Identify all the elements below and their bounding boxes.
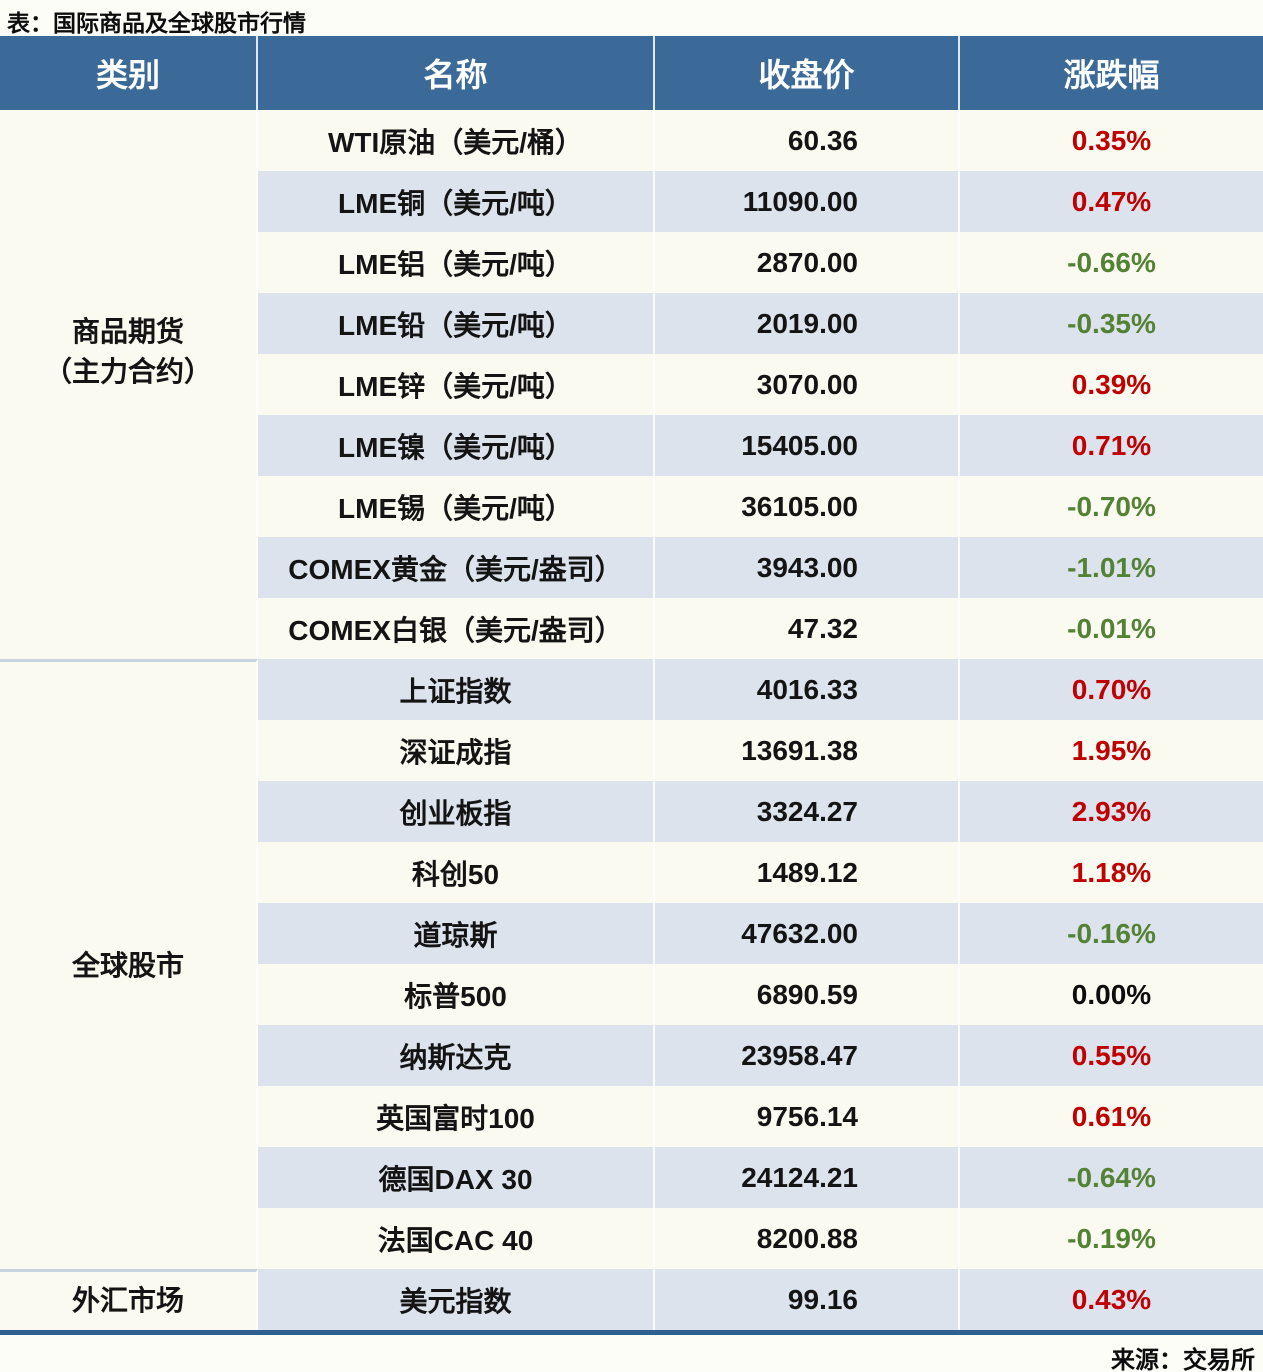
market-table: 类别 名称 收盘价 涨跌幅 商品期货 （主力合约） WTI原油（美元/桶） 60…: [0, 36, 1263, 1335]
close-cell: 47632.00: [655, 903, 960, 964]
name-cell: LME铜（美元/吨）: [258, 171, 655, 232]
col-header-change: 涨跌幅: [960, 36, 1263, 110]
name-cell: LME锡（美元/吨）: [258, 476, 655, 537]
change-cell: 0.71%: [960, 415, 1263, 476]
category-label: 外汇市场: [71, 1285, 184, 1316]
close-cell: 99.16: [655, 1269, 960, 1330]
name-cell: 深证成指: [258, 720, 655, 781]
close-cell: 6890.59: [655, 964, 960, 1025]
close-cell: 3943.00: [655, 537, 960, 598]
name-cell: WTI原油（美元/桶）: [258, 110, 655, 171]
change-cell: 0.43%: [960, 1269, 1263, 1330]
close-cell: 9756.14: [655, 1086, 960, 1147]
change-cell: 1.95%: [960, 720, 1263, 781]
change-cell: 0.00%: [960, 964, 1263, 1025]
change-cell: -1.01%: [960, 537, 1263, 598]
category-cell-commodities: 商品期货 （主力合约）: [0, 110, 258, 659]
change-cell: -0.70%: [960, 476, 1263, 537]
name-cell: LME铝（美元/吨）: [258, 232, 655, 293]
category-cell-stocks: 全球股市: [0, 659, 258, 1269]
category-cell-forex: 外汇市场: [0, 1269, 258, 1330]
name-cell: 法国CAC 40: [258, 1208, 655, 1269]
name-cell: COMEX黄金（美元/盎司）: [258, 537, 655, 598]
change-cell: 1.18%: [960, 842, 1263, 903]
close-cell: 3324.27: [655, 781, 960, 842]
change-cell: 0.35%: [960, 110, 1263, 171]
change-cell: 0.70%: [960, 659, 1263, 720]
change-cell: 0.47%: [960, 171, 1263, 232]
page-title: 表：国际商品及全球股市行情: [7, 10, 306, 36]
name-cell: LME锌（美元/吨）: [258, 354, 655, 415]
name-cell: COMEX白银（美元/盎司）: [258, 598, 655, 659]
change-cell: -0.01%: [960, 598, 1263, 659]
name-cell: 德国DAX 30: [258, 1147, 655, 1208]
close-cell: 23958.47: [655, 1025, 960, 1086]
name-cell: 英国富时100: [258, 1086, 655, 1147]
col-header-category: 类别: [0, 36, 258, 110]
name-cell: 创业板指: [258, 781, 655, 842]
name-cell: LME铅（美元/吨）: [258, 293, 655, 354]
close-cell: 13691.38: [655, 720, 960, 781]
name-cell: 标普500: [258, 964, 655, 1025]
name-cell: 纳斯达克: [258, 1025, 655, 1086]
change-cell: 0.55%: [960, 1025, 1263, 1086]
category-label: （主力合约）: [43, 355, 212, 387]
close-cell: 36105.00: [655, 476, 960, 537]
close-cell: 4016.33: [655, 659, 960, 720]
close-cell: 24124.21: [655, 1147, 960, 1208]
close-cell: 11090.00: [655, 171, 960, 232]
change-cell: -0.64%: [960, 1147, 1263, 1208]
change-cell: -0.66%: [960, 232, 1263, 293]
close-cell: 2019.00: [655, 293, 960, 354]
col-header-name: 名称: [258, 36, 655, 110]
close-cell: 15405.00: [655, 415, 960, 476]
change-cell: 0.39%: [960, 354, 1263, 415]
close-cell: 8200.88: [655, 1208, 960, 1269]
change-cell: -0.35%: [960, 293, 1263, 354]
name-cell: 道琼斯: [258, 903, 655, 964]
category-label: 商品期货: [71, 315, 184, 347]
change-cell: 0.61%: [960, 1086, 1263, 1147]
close-cell: 60.36: [655, 110, 960, 171]
change-cell: -0.16%: [960, 903, 1263, 964]
name-cell: 美元指数: [258, 1269, 655, 1330]
close-cell: 3070.00: [655, 354, 960, 415]
source-note: 来源：交易所: [1111, 1347, 1255, 1372]
category-label: 全球股市: [71, 949, 184, 981]
name-cell: 科创50: [258, 842, 655, 903]
name-cell: LME镍（美元/吨）: [258, 415, 655, 476]
change-cell: 2.93%: [960, 781, 1263, 842]
close-cell: 47.32: [655, 598, 960, 659]
col-header-close: 收盘价: [655, 36, 960, 110]
change-cell: -0.19%: [960, 1208, 1263, 1269]
close-cell: 2870.00: [655, 232, 960, 293]
close-cell: 1489.12: [655, 842, 960, 903]
name-cell: 上证指数: [258, 659, 655, 720]
